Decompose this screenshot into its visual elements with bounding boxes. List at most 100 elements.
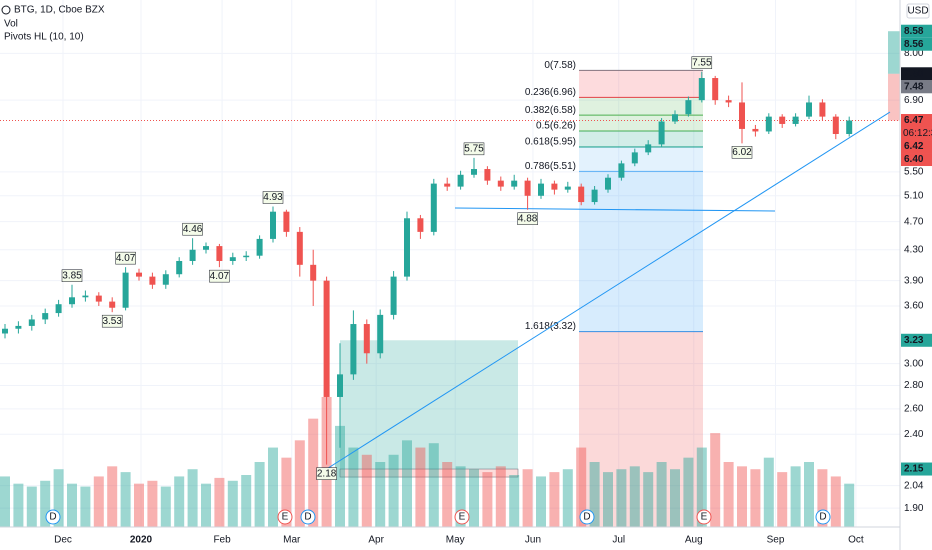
pivot-box bbox=[61, 269, 83, 282]
candle-body bbox=[497, 180, 504, 187]
candle-body bbox=[149, 276, 156, 285]
event-marker[interactable] bbox=[579, 509, 595, 525]
price-label: 7.48 bbox=[904, 81, 924, 92]
volume-bar bbox=[201, 483, 211, 527]
fib-label: 0.618(5.95) bbox=[525, 137, 576, 148]
pivot-label: 2.18 bbox=[317, 468, 337, 479]
price-label-box bbox=[901, 153, 932, 167]
candle-body bbox=[363, 324, 370, 354]
fib-label: 0.5(6.26) bbox=[536, 121, 576, 132]
event-marker[interactable] bbox=[277, 509, 293, 525]
price-label: 6.40 bbox=[904, 154, 924, 165]
pivot-box bbox=[463, 142, 485, 156]
candle-body bbox=[377, 314, 384, 354]
candle-body bbox=[216, 246, 223, 261]
y-tick-label: 4.70 bbox=[904, 216, 924, 227]
event-marker[interactable] bbox=[45, 509, 61, 525]
candle-body bbox=[551, 183, 558, 190]
x-tick-label: Feb bbox=[213, 535, 231, 546]
y-tick-label: 1.90 bbox=[904, 503, 924, 514]
volume-bar bbox=[187, 469, 198, 527]
candle-body bbox=[430, 183, 437, 232]
fib-label: 0.786(5.51) bbox=[525, 161, 576, 172]
event-marker[interactable] bbox=[696, 509, 712, 525]
candle-body bbox=[270, 211, 276, 239]
candle-body bbox=[725, 100, 732, 103]
event-marker[interactable] bbox=[300, 509, 316, 525]
y-tick-label: 6.90 bbox=[904, 95, 924, 106]
volume-bar bbox=[723, 462, 734, 527]
event-label: D bbox=[583, 512, 590, 523]
x-tick-label: May bbox=[446, 535, 465, 546]
fib-label: 0.382(6.58) bbox=[525, 105, 576, 116]
candle-body bbox=[685, 100, 692, 115]
candle-body bbox=[15, 325, 22, 329]
pivot-box bbox=[115, 251, 136, 265]
candle-body bbox=[564, 186, 571, 190]
y-tick-label: 3.90 bbox=[904, 275, 924, 286]
candle-body bbox=[779, 116, 786, 124]
fib-band bbox=[579, 147, 703, 172]
price-label: 8.56 bbox=[904, 39, 924, 50]
volume-bar bbox=[455, 466, 466, 527]
pivot-box bbox=[731, 146, 753, 159]
candle-body bbox=[658, 121, 665, 145]
volume-bar bbox=[294, 440, 305, 527]
position-profit bbox=[888, 31, 900, 74]
volume-bar bbox=[415, 447, 426, 527]
pivot-label: 4.93 bbox=[263, 192, 283, 203]
volume-bar bbox=[495, 466, 506, 527]
candle-body bbox=[538, 183, 544, 196]
y-tick-label: 2.04 bbox=[904, 480, 924, 491]
pivot-label: 7.55 bbox=[692, 57, 712, 68]
price-label: 2.15 bbox=[904, 464, 924, 475]
volume-bar bbox=[13, 483, 24, 527]
volume-bar bbox=[576, 447, 587, 527]
volume-bar bbox=[629, 466, 640, 527]
volume-bar bbox=[174, 476, 185, 527]
volume-bar bbox=[227, 480, 238, 527]
countdown-box bbox=[901, 127, 932, 141]
fib-band bbox=[579, 130, 703, 148]
candle-body bbox=[417, 218, 424, 232]
volume-bar bbox=[214, 477, 225, 527]
y-tick-label: 3.60 bbox=[904, 301, 924, 312]
y-tick-label: 2.60 bbox=[904, 404, 924, 415]
volume-bar bbox=[67, 483, 77, 527]
event-marker[interactable] bbox=[815, 509, 831, 525]
volume-bar bbox=[777, 472, 788, 527]
volume-bar bbox=[160, 486, 171, 527]
fib-label: 0.236(6.96) bbox=[525, 87, 576, 98]
volume-bar bbox=[0, 476, 10, 527]
currency-box[interactable] bbox=[906, 3, 930, 19]
event-marker[interactable] bbox=[454, 509, 470, 525]
price-label: 7.50 bbox=[904, 68, 924, 79]
pivot-box bbox=[691, 56, 713, 69]
volume-bar bbox=[830, 476, 841, 527]
indicator-label[interactable]: Vol bbox=[4, 19, 18, 30]
event-label: D bbox=[49, 512, 56, 523]
pivot-label: 3.53 bbox=[102, 316, 122, 327]
candle-body bbox=[189, 249, 196, 261]
volume-bar bbox=[335, 425, 345, 527]
volume-bar bbox=[107, 466, 118, 527]
indicator-label[interactable]: Pivots HL (10, 10) bbox=[4, 32, 84, 43]
horizontal-ray bbox=[454, 207, 776, 212]
volume-bar bbox=[281, 457, 292, 527]
pivot-label: 4.46 bbox=[183, 224, 203, 235]
pivot-label: 6.02 bbox=[732, 147, 752, 158]
x-tick-label: Mar bbox=[283, 535, 301, 546]
x-tick-label: Apr bbox=[368, 535, 384, 546]
candle-body bbox=[631, 152, 638, 164]
pivot-box bbox=[101, 314, 123, 328]
symbol-icon[interactable] bbox=[1, 5, 11, 15]
fib-band bbox=[579, 115, 703, 131]
volume-bar bbox=[603, 472, 613, 527]
volume-bar bbox=[750, 469, 761, 527]
pivot-label: 4.07 bbox=[116, 253, 136, 264]
price-label-box bbox=[901, 80, 932, 94]
candle-body bbox=[82, 295, 89, 298]
x-tick-label: 2020 bbox=[130, 535, 153, 546]
